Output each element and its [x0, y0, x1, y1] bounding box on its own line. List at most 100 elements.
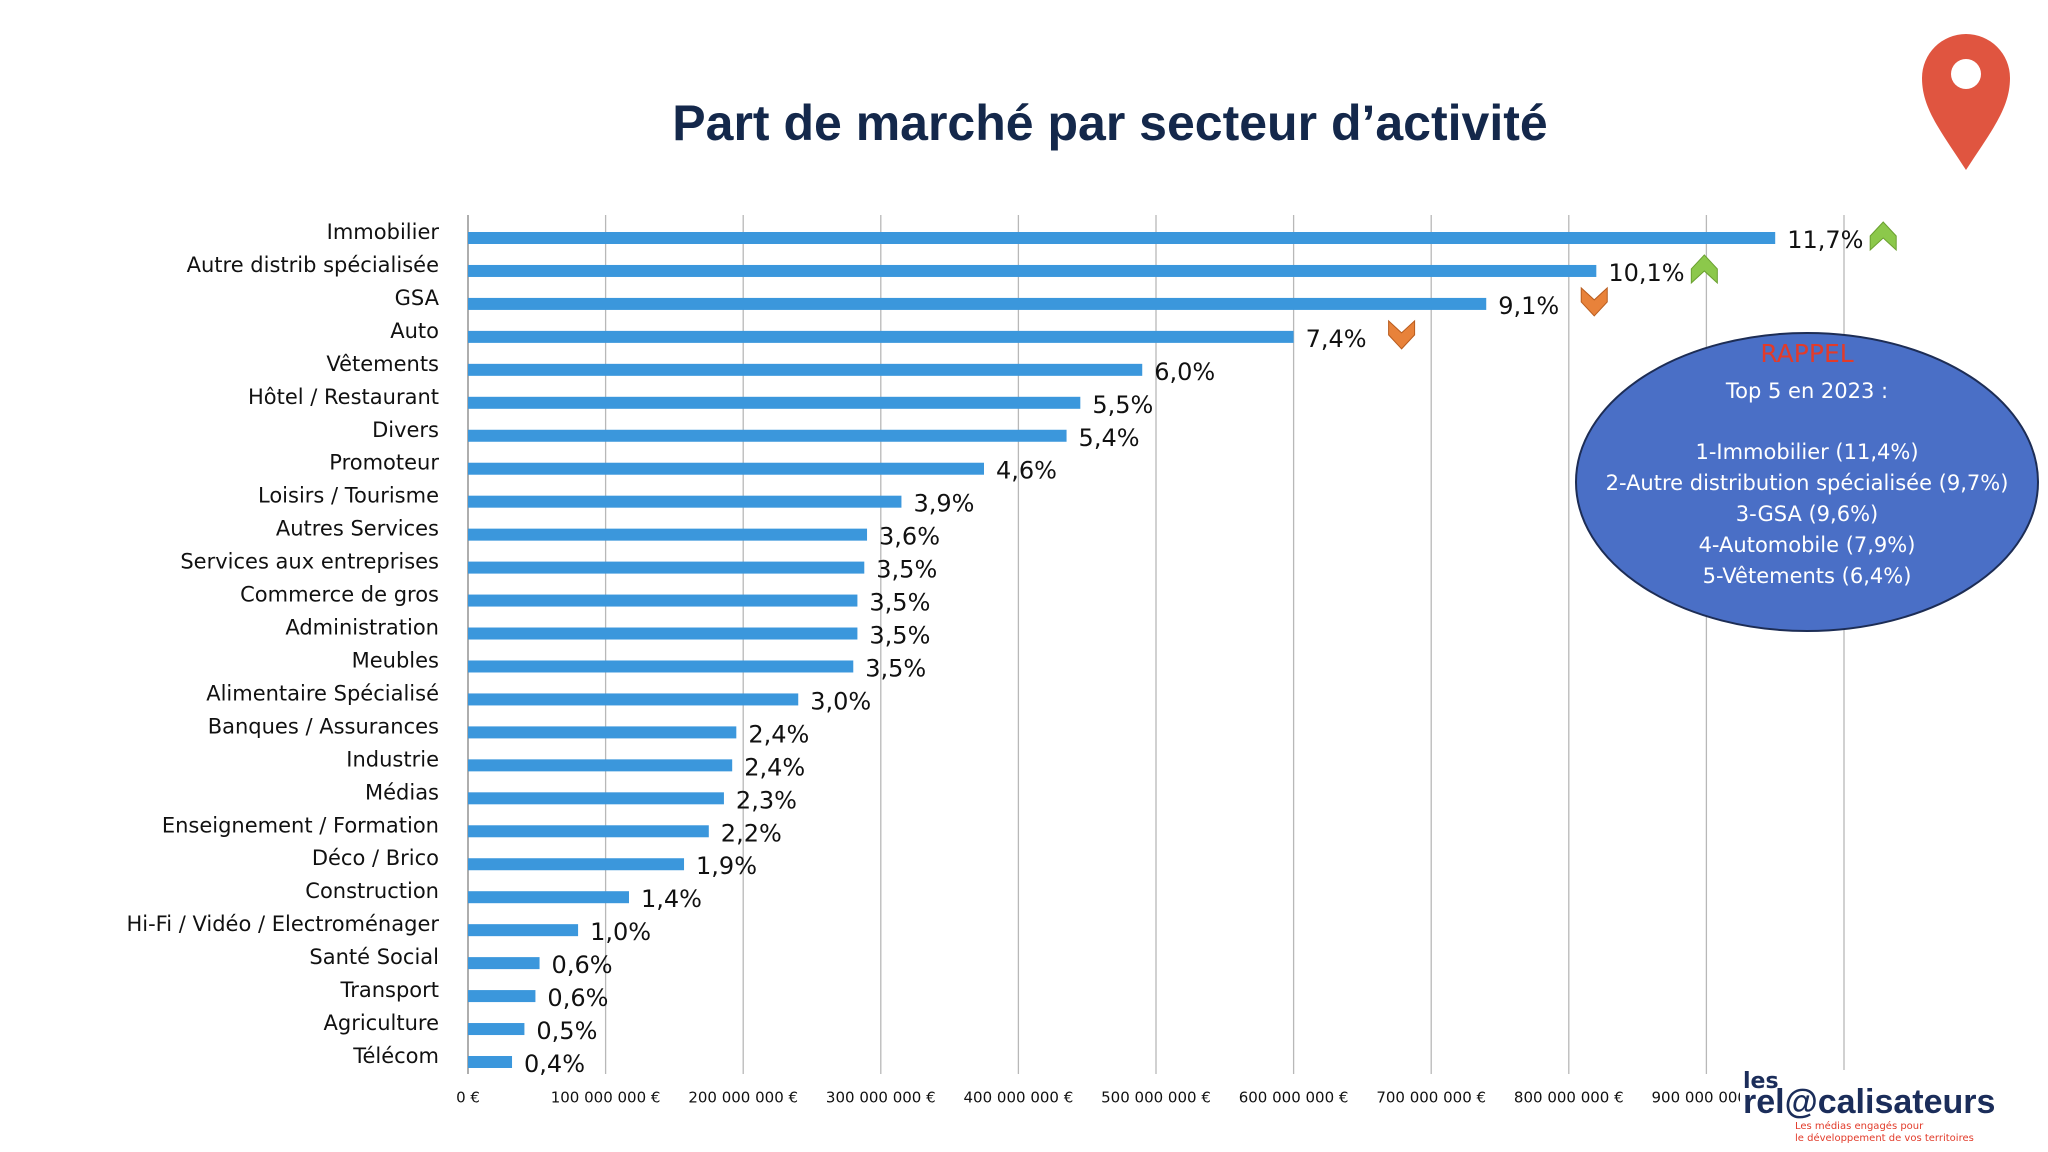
chart-title: Part de marché par secteur d’activité: [672, 95, 1547, 151]
y-tick-label: Autre distrib spécialisée: [187, 253, 439, 277]
y-tick-label: Promoteur: [329, 451, 439, 475]
share-label: 2,4%: [748, 720, 809, 748]
bar: [468, 924, 579, 937]
y-tick-label: Banques / Assurances: [208, 714, 439, 738]
bar: [468, 1023, 525, 1036]
bar: [468, 396, 1081, 409]
y-tick-label: Commerce de gros: [240, 583, 439, 607]
share-label: 6,0%: [1154, 358, 1215, 386]
x-tick-label: 700 000 000 €: [1376, 1089, 1486, 1107]
reminder-item: 3-GSA (9,6%): [1736, 502, 1878, 526]
y-tick-label: Industrie: [346, 747, 439, 771]
trend-arrow: [1580, 286, 1608, 317]
bar: [468, 594, 858, 607]
y-tick-label: Immobilier: [327, 220, 440, 244]
x-tick-label: 100 000 000 €: [551, 1089, 661, 1107]
bar: [468, 660, 854, 673]
bar: [468, 462, 984, 475]
share-label: 3,6%: [879, 523, 940, 551]
y-tick-label: Médias: [365, 780, 439, 804]
share-label: 7,4%: [1306, 325, 1367, 353]
y-tick-label: Hi-Fi / Vidéo / Electroménager: [126, 912, 439, 936]
y-tick-label: Déco / Brico: [312, 846, 439, 870]
bar: [468, 1056, 513, 1068]
y-tick-label: Construction: [305, 879, 439, 903]
share-label: 3,0%: [810, 687, 871, 715]
share-label: 3,5%: [865, 654, 926, 682]
x-tick-label: 400 000 000 €: [964, 1089, 1074, 1107]
x-tick-label: 600 000 000 €: [1239, 1089, 1349, 1107]
share-label: 11,7%: [1787, 226, 1863, 254]
bar: [468, 957, 540, 970]
share-label: 4,6%: [996, 457, 1057, 485]
bar: [468, 297, 1487, 310]
bar: [468, 858, 685, 871]
bar: [468, 528, 868, 541]
bar: [468, 726, 737, 739]
location-pin: [1922, 34, 2010, 170]
share-label: 0,6%: [552, 951, 613, 979]
y-tick-label: Agriculture: [324, 1011, 440, 1035]
y-tick-label: Télécom: [352, 1044, 439, 1068]
y-tick-label: Hôtel / Restaurant: [248, 385, 439, 409]
y-tick-label: Enseignement / Formation: [162, 813, 439, 837]
share-label: 3,9%: [913, 490, 974, 518]
share-label: 5,4%: [1079, 424, 1140, 452]
reminder-item: 1-Immobilier (11,4%): [1695, 440, 1918, 464]
y-tick-label: GSA: [395, 286, 440, 310]
bar: [468, 759, 733, 772]
y-tick-label: Autres Services: [276, 517, 439, 541]
logo-name: rel@calisateurs: [1743, 1083, 1995, 1121]
y-tick-label: Administration: [285, 616, 439, 640]
share-label: 9,1%: [1498, 292, 1559, 320]
bar: [468, 232, 1776, 244]
reminder-item: 4-Automobile (7,9%): [1699, 533, 1916, 557]
reminder-subtitle: Top 5 en 2023 :: [1725, 379, 1888, 403]
share-label: 2,3%: [736, 786, 797, 814]
y-tick-label: Santé Social: [309, 945, 439, 969]
y-tick-label: Services aux entreprises: [180, 550, 439, 574]
share-label: 1,9%: [696, 852, 757, 880]
bar: [468, 792, 724, 805]
x-tick-label: 0 €: [456, 1089, 480, 1107]
logo-tagline: le développement de vos territoires: [1795, 1132, 1974, 1144]
bar: [468, 330, 1294, 343]
reminder-item: 2-Autre distribution spécialisée (9,7%): [1606, 471, 2009, 495]
share-label: 10,1%: [1608, 259, 1684, 287]
share-label: 5,5%: [1092, 391, 1153, 419]
x-tick-label: 500 000 000 €: [1101, 1089, 1211, 1107]
plot: 0 € 100 000 000 € 200 000 000 € 300 000 000…: [126, 215, 1906, 1107]
share-label: 1,0%: [590, 918, 651, 946]
y-tick-label: Divers: [372, 418, 439, 442]
x-tick-label: 800 000 000 €: [1514, 1089, 1624, 1107]
bar: [468, 264, 1597, 277]
reminder-item: 5-Vêtements (6,4%): [1703, 564, 1912, 588]
logo: les rel@calisateurs Les médias engagés p…: [1740, 1069, 2040, 1150]
trend-arrow: [1690, 254, 1718, 285]
logo-top: les: [1743, 1069, 1779, 1094]
share-label: 2,4%: [744, 753, 805, 781]
bar: [468, 891, 629, 904]
bar: [468, 495, 902, 508]
share-label: 0,6%: [547, 984, 608, 1012]
share-label: 3,5%: [869, 589, 930, 617]
y-tick-label: Loisirs / Tourisme: [258, 484, 439, 508]
bar: [468, 561, 865, 574]
bar: [468, 627, 858, 640]
share-label: 0,4%: [524, 1050, 585, 1078]
bar: [468, 990, 536, 1003]
y-tick-label: Transport: [339, 978, 439, 1002]
share-label: 1,4%: [641, 885, 702, 913]
reminder-ellipse: [1575, 332, 2039, 632]
x-tick-label: 300 000 000 €: [826, 1089, 936, 1107]
bar: [468, 429, 1067, 442]
y-tick-label: Vêtements: [326, 352, 439, 376]
bar: [468, 363, 1143, 376]
y-tick-label: Meubles: [352, 648, 439, 672]
share-label: 2,2%: [721, 819, 782, 847]
bar: [468, 825, 709, 838]
y-tick-label: Auto: [390, 319, 439, 343]
x-tick-label: 200 000 000 €: [688, 1089, 798, 1107]
logo-tagline: Les médias engagés pour: [1795, 1120, 1924, 1132]
share-label: 3,5%: [876, 556, 937, 584]
